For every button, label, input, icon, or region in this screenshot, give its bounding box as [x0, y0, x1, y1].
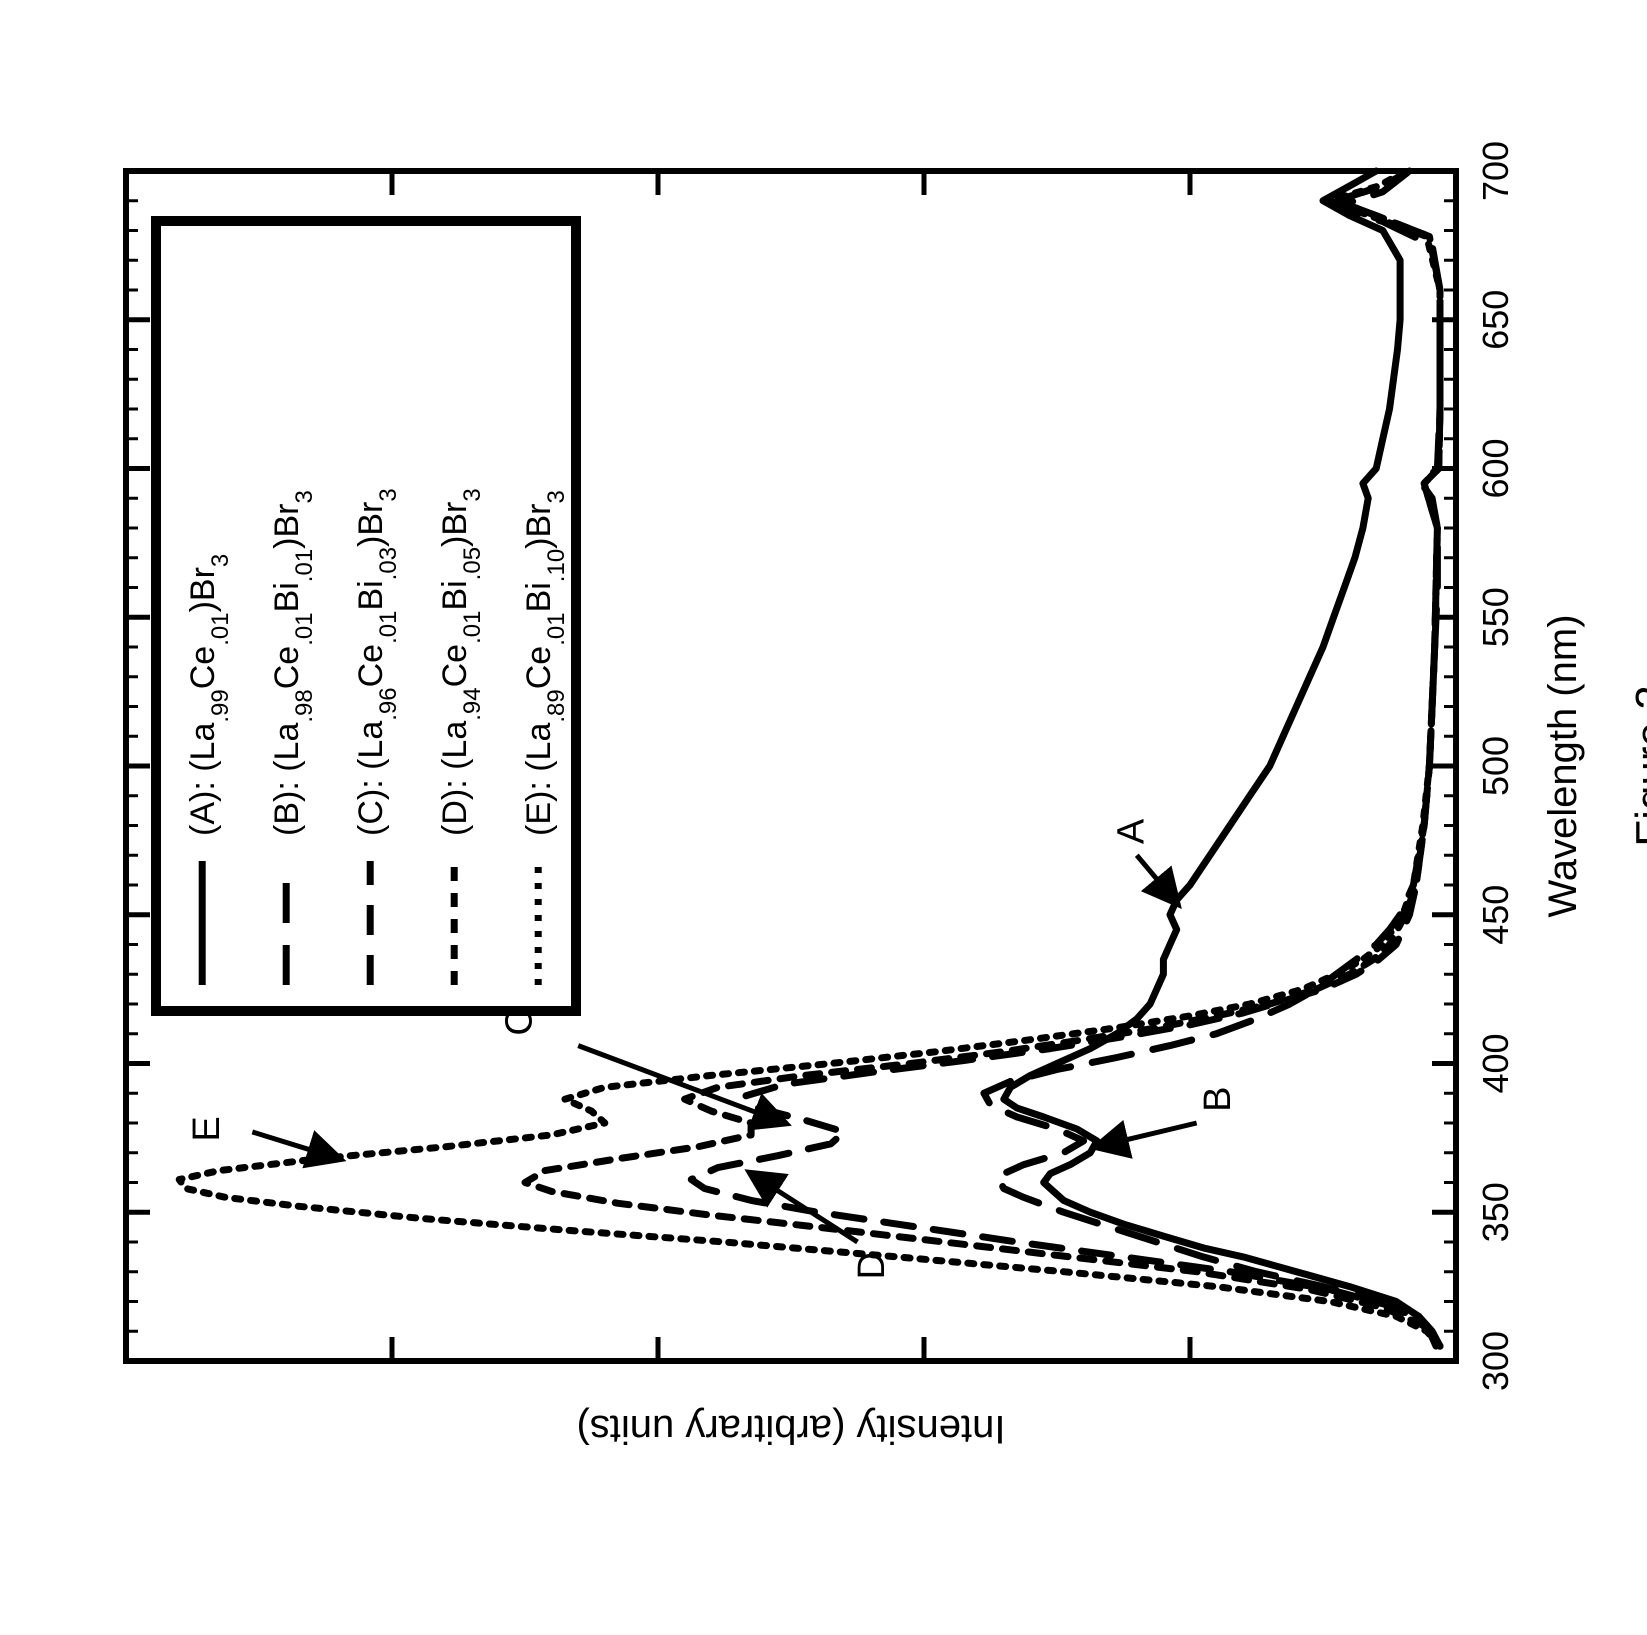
- annotation-arrow-A: [1137, 855, 1177, 903]
- figure-stage: 300 350 400 450 500 550 600 650 700 Wavelength (n…: [0, 0, 1647, 1635]
- legend: (A): (La.99Ce.01)Br3(B): (La.98Ce.01Bi.0…: [156, 221, 576, 1011]
- chart-root: 300 350 400 450 500 550 600 650 700 Wavelength (n…: [126, 141, 1647, 1451]
- x-tick-label: 600: [1475, 438, 1516, 498]
- x-axis-label: Wavelength (nm): [1541, 614, 1585, 917]
- annotation-arrow-B: [1097, 1123, 1197, 1147]
- series-D: [525, 171, 1440, 1346]
- x-tick-label: 400: [1475, 1033, 1516, 1093]
- spectrum-chart: 300 350 400 450 500 550 600 650 700 Wavelength (n…: [0, 0, 1647, 1635]
- annotation-label-B: B: [1197, 1087, 1239, 1112]
- x-tick-label: 350: [1475, 1182, 1516, 1242]
- x-tick-label: 650: [1475, 290, 1516, 350]
- figure-caption: Figure 2: [1627, 685, 1647, 846]
- x-tick-label: 450: [1475, 885, 1516, 945]
- x-tick-label: 300: [1475, 1331, 1516, 1391]
- y-axis-label: Intensity (arbitrary units): [576, 1407, 1005, 1451]
- annotation-arrow-D: [751, 1174, 857, 1242]
- x-tick-label: 700: [1475, 141, 1516, 201]
- x-tick-label: 550: [1475, 587, 1516, 647]
- x-tick-label: 500: [1475, 736, 1516, 796]
- annotation-label-D: D: [851, 1252, 893, 1279]
- annotation-label-A: A: [1110, 818, 1152, 844]
- annotation-arrow-E: [252, 1132, 338, 1159]
- series-A: [1004, 171, 1436, 1346]
- annotation-label-E: E: [186, 1116, 228, 1141]
